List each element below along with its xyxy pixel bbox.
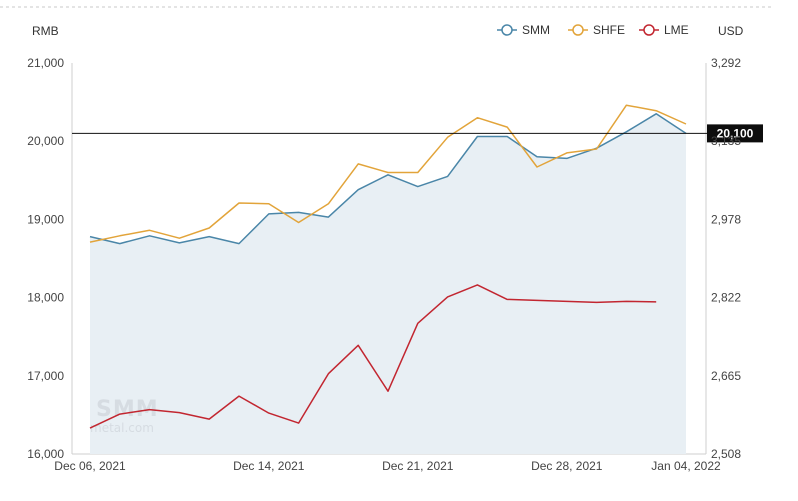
legend-item-lme[interactable]: LME: [639, 23, 689, 37]
left-tick-label: 18,000: [27, 291, 64, 305]
left-tick-label: 17,000: [27, 369, 64, 383]
crosshair-value-tag: [707, 124, 763, 143]
x-tick-label: Dec 28, 2021: [531, 459, 603, 473]
left-tick-label: 16,000: [27, 447, 64, 461]
legend-item-shfe[interactable]: SHFE: [568, 23, 625, 37]
series-line-lme: [89, 284, 657, 429]
legend-label-shfe: SHFE: [593, 23, 625, 37]
crosshair-value-label: 20,100: [717, 126, 754, 140]
legend-label-lme: LME: [664, 23, 689, 37]
smm-watermark: SMM metal.com: [90, 397, 158, 435]
legend: SMM SHFE LME: [497, 23, 689, 37]
left-tick-label: 19,000: [27, 212, 64, 226]
x-tick-label: Dec 14, 2021: [233, 459, 305, 473]
legend-marker-lme: [643, 24, 655, 36]
series-area-smm: [90, 113, 686, 455]
series-line-shfe: [89, 104, 687, 243]
right-tick-label: 2,978: [711, 212, 741, 226]
right-tick-label: 3,292: [711, 56, 741, 70]
left-tick-label: 21,000: [27, 56, 64, 70]
left-tick-label: 20,000: [27, 134, 64, 148]
x-tick-label: Dec 21, 2021: [382, 459, 454, 473]
right-tick-label: 2,822: [711, 291, 741, 305]
svg-text:metal.com: metal.com: [90, 421, 154, 435]
legend-marker-shfe: [572, 24, 584, 36]
right-tick-label: 2,508: [711, 447, 741, 461]
x-tick-label: Jan 04, 2022: [651, 459, 721, 473]
legend-label-smm: SMM: [522, 23, 550, 37]
legend-item-smm[interactable]: SMM: [497, 23, 550, 37]
legend-marker-smm: [501, 24, 513, 36]
right-tick-label: 3,135: [711, 134, 741, 148]
right-axis-unit: USD: [718, 24, 744, 38]
right-tick-label: 2,665: [711, 369, 741, 383]
series-line-smm: [89, 113, 687, 245]
left-axis-unit: RMB: [32, 24, 59, 38]
x-tick-label: Dec 06, 2021: [54, 459, 126, 473]
